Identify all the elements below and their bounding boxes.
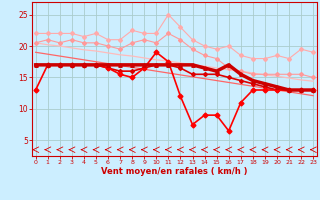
X-axis label: Vent moyen/en rafales ( km/h ): Vent moyen/en rafales ( km/h )	[101, 167, 248, 176]
